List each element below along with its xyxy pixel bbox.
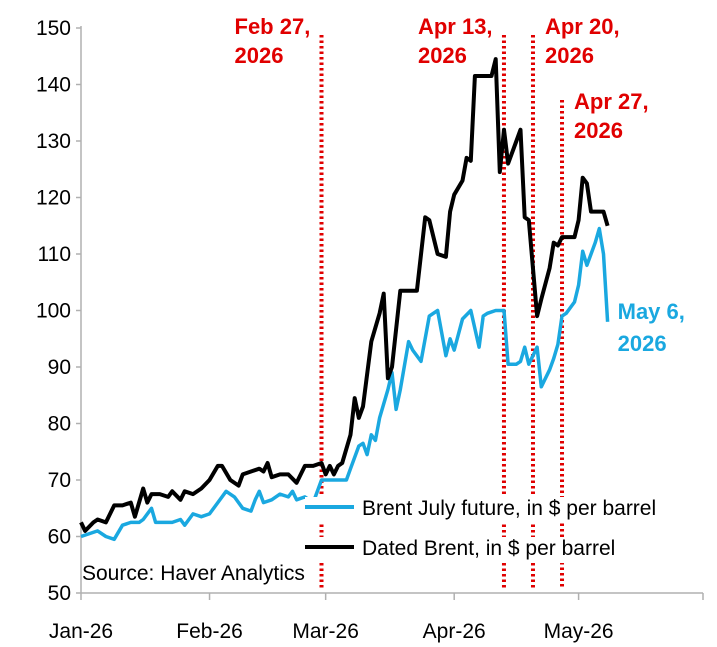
y-tick-label: 60 bbox=[48, 526, 71, 549]
event-labels: Feb 27, 2026 Apr 13, 2026 Apr 20, 2026 Apr 27,… bbox=[235, 14, 685, 356]
x-tick-label: Jan-26 bbox=[49, 620, 113, 643]
axes: 50 60 70 80 90 100 110 120 130 140 150 Jan-26 Feb-26… bbox=[36, 17, 704, 643]
event-label: Apr 13, bbox=[418, 14, 493, 39]
x-tick-label: Feb-26 bbox=[176, 620, 243, 643]
x-tick-label: Apr-26 bbox=[423, 620, 486, 643]
y-tick-label: 70 bbox=[48, 469, 71, 492]
y-tick-label: 50 bbox=[48, 582, 71, 605]
legend-label: Dated Brent, in $ per barrel bbox=[362, 537, 615, 560]
legend-bg bbox=[305, 497, 667, 523]
event-label: Feb 27, bbox=[235, 14, 311, 39]
event-label: 2026 bbox=[235, 43, 284, 68]
end-label: 2026 bbox=[618, 331, 667, 356]
y-tick-label: 110 bbox=[38, 243, 71, 266]
y-tick-label: 140 bbox=[36, 74, 71, 97]
legend-bg bbox=[305, 537, 667, 563]
event-label: 2026 bbox=[418, 43, 467, 68]
end-label: May 6, bbox=[618, 299, 685, 324]
event-label: 2026 bbox=[574, 118, 623, 143]
legend-label: Brent July future, in $ per barrel bbox=[362, 497, 656, 520]
series-lines bbox=[79, 57, 610, 542]
source-note: Source: Haver Analytics bbox=[82, 562, 305, 585]
x-tick-label: Mar-26 bbox=[292, 620, 359, 643]
event-label: Apr 27, bbox=[574, 89, 649, 114]
y-tick-label: 150 bbox=[36, 17, 71, 40]
series-line-1 bbox=[79, 57, 610, 533]
y-tick-label: 90 bbox=[48, 356, 71, 379]
x-tick-label: May-26 bbox=[544, 620, 614, 643]
y-tick-label: 120 bbox=[36, 187, 71, 210]
legend: Brent July future, in $ per barrel Dated … bbox=[305, 497, 667, 563]
y-tick-label: 100 bbox=[36, 300, 71, 323]
event-label: 2026 bbox=[545, 43, 594, 68]
y-tick-label: 130 bbox=[36, 130, 71, 153]
event-label: Apr 20, bbox=[545, 14, 620, 39]
y-tick-label: 80 bbox=[48, 413, 71, 436]
series-line-0 bbox=[80, 226, 610, 542]
